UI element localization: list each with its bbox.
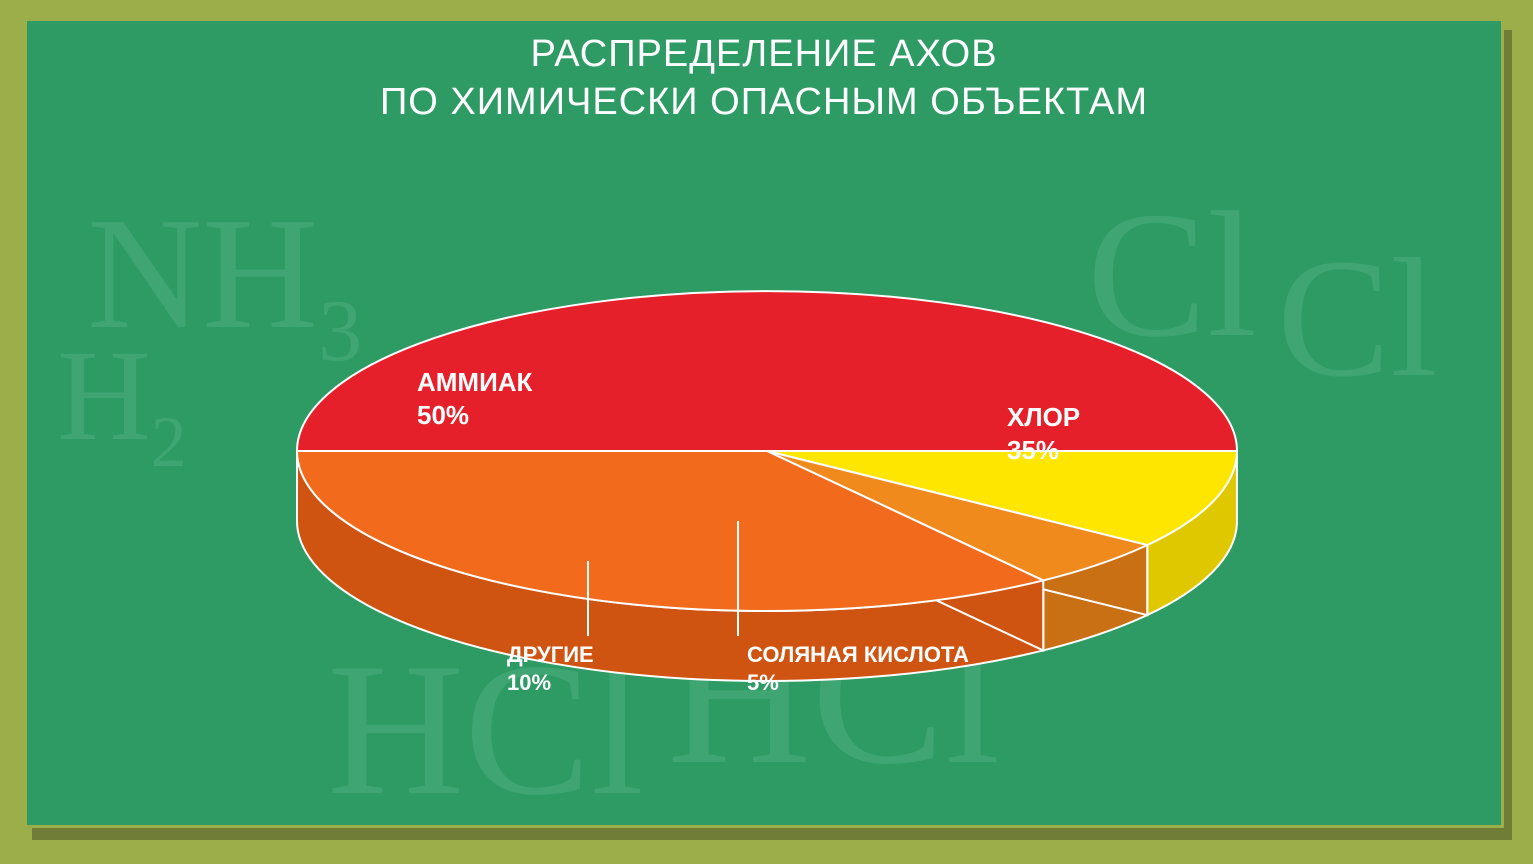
slice-label: СОЛЯНАЯ КИСЛОТА5% [747,641,969,696]
slice-name: ХЛОР [1007,401,1080,434]
leader-line [737,521,739,636]
leader-line [587,561,589,636]
slice-name: ДРУГИЕ [507,641,594,669]
slice-pct: 35% [1007,434,1080,467]
slice-pct: 50% [417,399,532,432]
pie-chart [27,21,1504,828]
slice-label: АММИАК50% [417,366,532,431]
slice-label: ДРУГИЕ10% [507,641,594,696]
slice-pct: 10% [507,669,594,697]
main-panel: РАСПРЕДЕЛЕНИЕ АХОВ ПО ХИМИЧЕСКИ ОПАСНЫМ … [24,18,1504,828]
slice-label: ХЛОР35% [1007,401,1080,466]
slice-name: СОЛЯНАЯ КИСЛОТА [747,641,969,669]
outer-frame: РАСПРЕДЕЛЕНИЕ АХОВ ПО ХИМИЧЕСКИ ОПАСНЫМ … [0,0,1533,864]
slice-name: АММИАК [417,366,532,399]
slice-pct: 5% [747,669,969,697]
